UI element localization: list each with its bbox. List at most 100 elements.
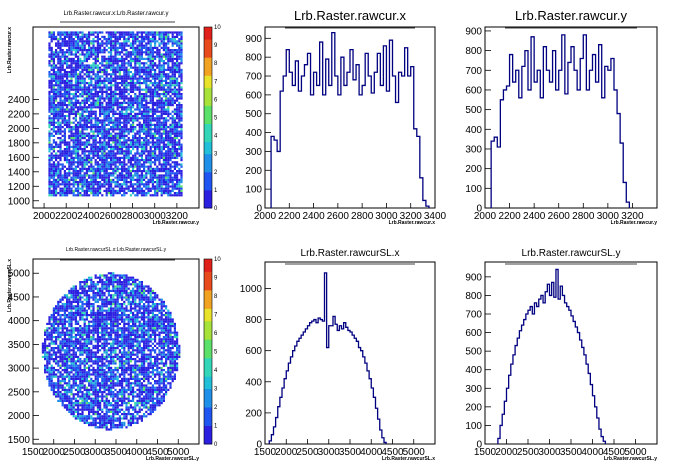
heatmap-cell <box>105 187 108 190</box>
heatmap-cell <box>171 49 174 52</box>
heatmap-cell <box>77 108 80 111</box>
x-tick-label: 2400 <box>302 211 325 222</box>
heatmap-cell <box>99 104 102 107</box>
heatmap-cell <box>136 137 139 140</box>
heatmap-cell <box>143 170 146 173</box>
heatmap-cell <box>132 154 135 157</box>
heatmap-cell <box>125 154 128 157</box>
heatmap-cell <box>147 68 150 71</box>
heatmap-cell <box>103 331 106 334</box>
heatmap-cell <box>52 320 55 323</box>
heatmap-cell <box>129 176 132 179</box>
heatmap-cell <box>169 97 172 100</box>
heatmap-cell <box>70 154 73 157</box>
heatmap-cell <box>50 55 53 58</box>
heatmap-cell <box>114 185 117 188</box>
heatmap-cell <box>171 99 174 102</box>
heatmap-cell <box>50 117 53 120</box>
heatmap-cell <box>162 35 165 38</box>
heatmap-cell <box>81 161 84 164</box>
heatmap-cell <box>92 134 95 137</box>
heatmap-cell <box>55 115 58 118</box>
heatmap-cell <box>129 331 132 334</box>
heatmap-cell <box>140 178 143 181</box>
heatmap-cell <box>90 115 93 118</box>
heatmap-cell <box>63 128 66 131</box>
heatmap-cell <box>48 49 51 52</box>
heatmap-cell <box>138 141 141 144</box>
heatmap-cell <box>103 128 106 131</box>
heatmap-cell <box>138 143 141 146</box>
heatmap-cell <box>68 305 71 308</box>
heatmap-cell <box>156 75 159 78</box>
heatmap-cell <box>123 108 126 111</box>
heatmap-cell <box>158 316 161 319</box>
heatmap-cell <box>114 274 117 277</box>
heatmap-cell <box>48 117 51 120</box>
heatmap-cell <box>63 90 66 93</box>
heatmap-cell <box>136 185 139 188</box>
heatmap-cell <box>57 88 60 91</box>
heatmap-cell <box>107 289 110 292</box>
heatmap-cell <box>136 320 139 323</box>
heatmap-cell <box>66 187 69 190</box>
heatmap-cell <box>107 294 110 297</box>
heatmap-cell <box>136 165 139 168</box>
heatmap-cell <box>107 57 110 60</box>
heatmap-cell <box>127 128 130 131</box>
heatmap-cell <box>129 316 132 319</box>
heatmap-cell <box>160 185 163 188</box>
heatmap-cell <box>116 176 119 179</box>
heatmap-cell <box>132 60 135 63</box>
heatmap-cell <box>180 145 183 148</box>
heatmap-cell <box>55 174 58 177</box>
heatmap-cell <box>180 79 183 82</box>
heatmap-cell <box>178 178 181 181</box>
heatmap-cell <box>173 132 176 135</box>
heatmap-cell <box>110 172 113 175</box>
heatmap-cell <box>129 104 132 107</box>
heatmap-cell <box>103 161 106 164</box>
heatmap-cell <box>158 68 161 71</box>
heatmap-cell <box>94 99 97 102</box>
heatmap-cell <box>94 181 97 184</box>
heatmap-cell <box>112 300 115 303</box>
heatmap-cell <box>116 46 119 49</box>
heatmap-cell <box>52 318 55 321</box>
heatmap-cell <box>160 174 163 177</box>
heatmap-cell <box>55 318 58 321</box>
heatmap-cell <box>48 141 51 144</box>
heatmap-cell <box>121 283 124 286</box>
heatmap-cell <box>85 60 88 63</box>
heatmap-cell <box>96 121 99 124</box>
heatmap-cell <box>101 285 104 288</box>
heatmap-cell <box>57 128 60 131</box>
heatmap-cell <box>154 170 157 173</box>
heatmap-cell <box>129 327 132 330</box>
heatmap-cell <box>94 66 97 69</box>
heatmap-cell <box>83 294 86 297</box>
heatmap-cell <box>74 170 77 173</box>
heatmap-cell <box>72 174 75 177</box>
heatmap-cell <box>52 90 55 93</box>
heatmap-cell <box>52 167 55 170</box>
heatmap-cell <box>74 90 77 93</box>
heatmap-cell <box>145 130 148 133</box>
heatmap-cell <box>81 281 84 284</box>
heatmap-cell <box>140 305 143 308</box>
heatmap-cell <box>158 97 161 100</box>
heatmap-cell <box>77 110 80 113</box>
heatmap-cell <box>99 95 102 98</box>
heatmap-cell <box>162 314 165 317</box>
heatmap-cell <box>156 93 159 96</box>
heatmap-cell <box>136 57 139 60</box>
heatmap-cell <box>125 172 128 175</box>
heatmap-cell <box>134 84 137 87</box>
heatmap-cell <box>85 296 88 299</box>
heatmap-cell <box>134 93 137 96</box>
heatmap-cell <box>96 305 99 308</box>
heatmap-cell <box>118 156 121 159</box>
heatmap-cell <box>132 329 135 332</box>
heatmap-cell <box>173 165 176 168</box>
heatmap-cell <box>59 88 62 91</box>
